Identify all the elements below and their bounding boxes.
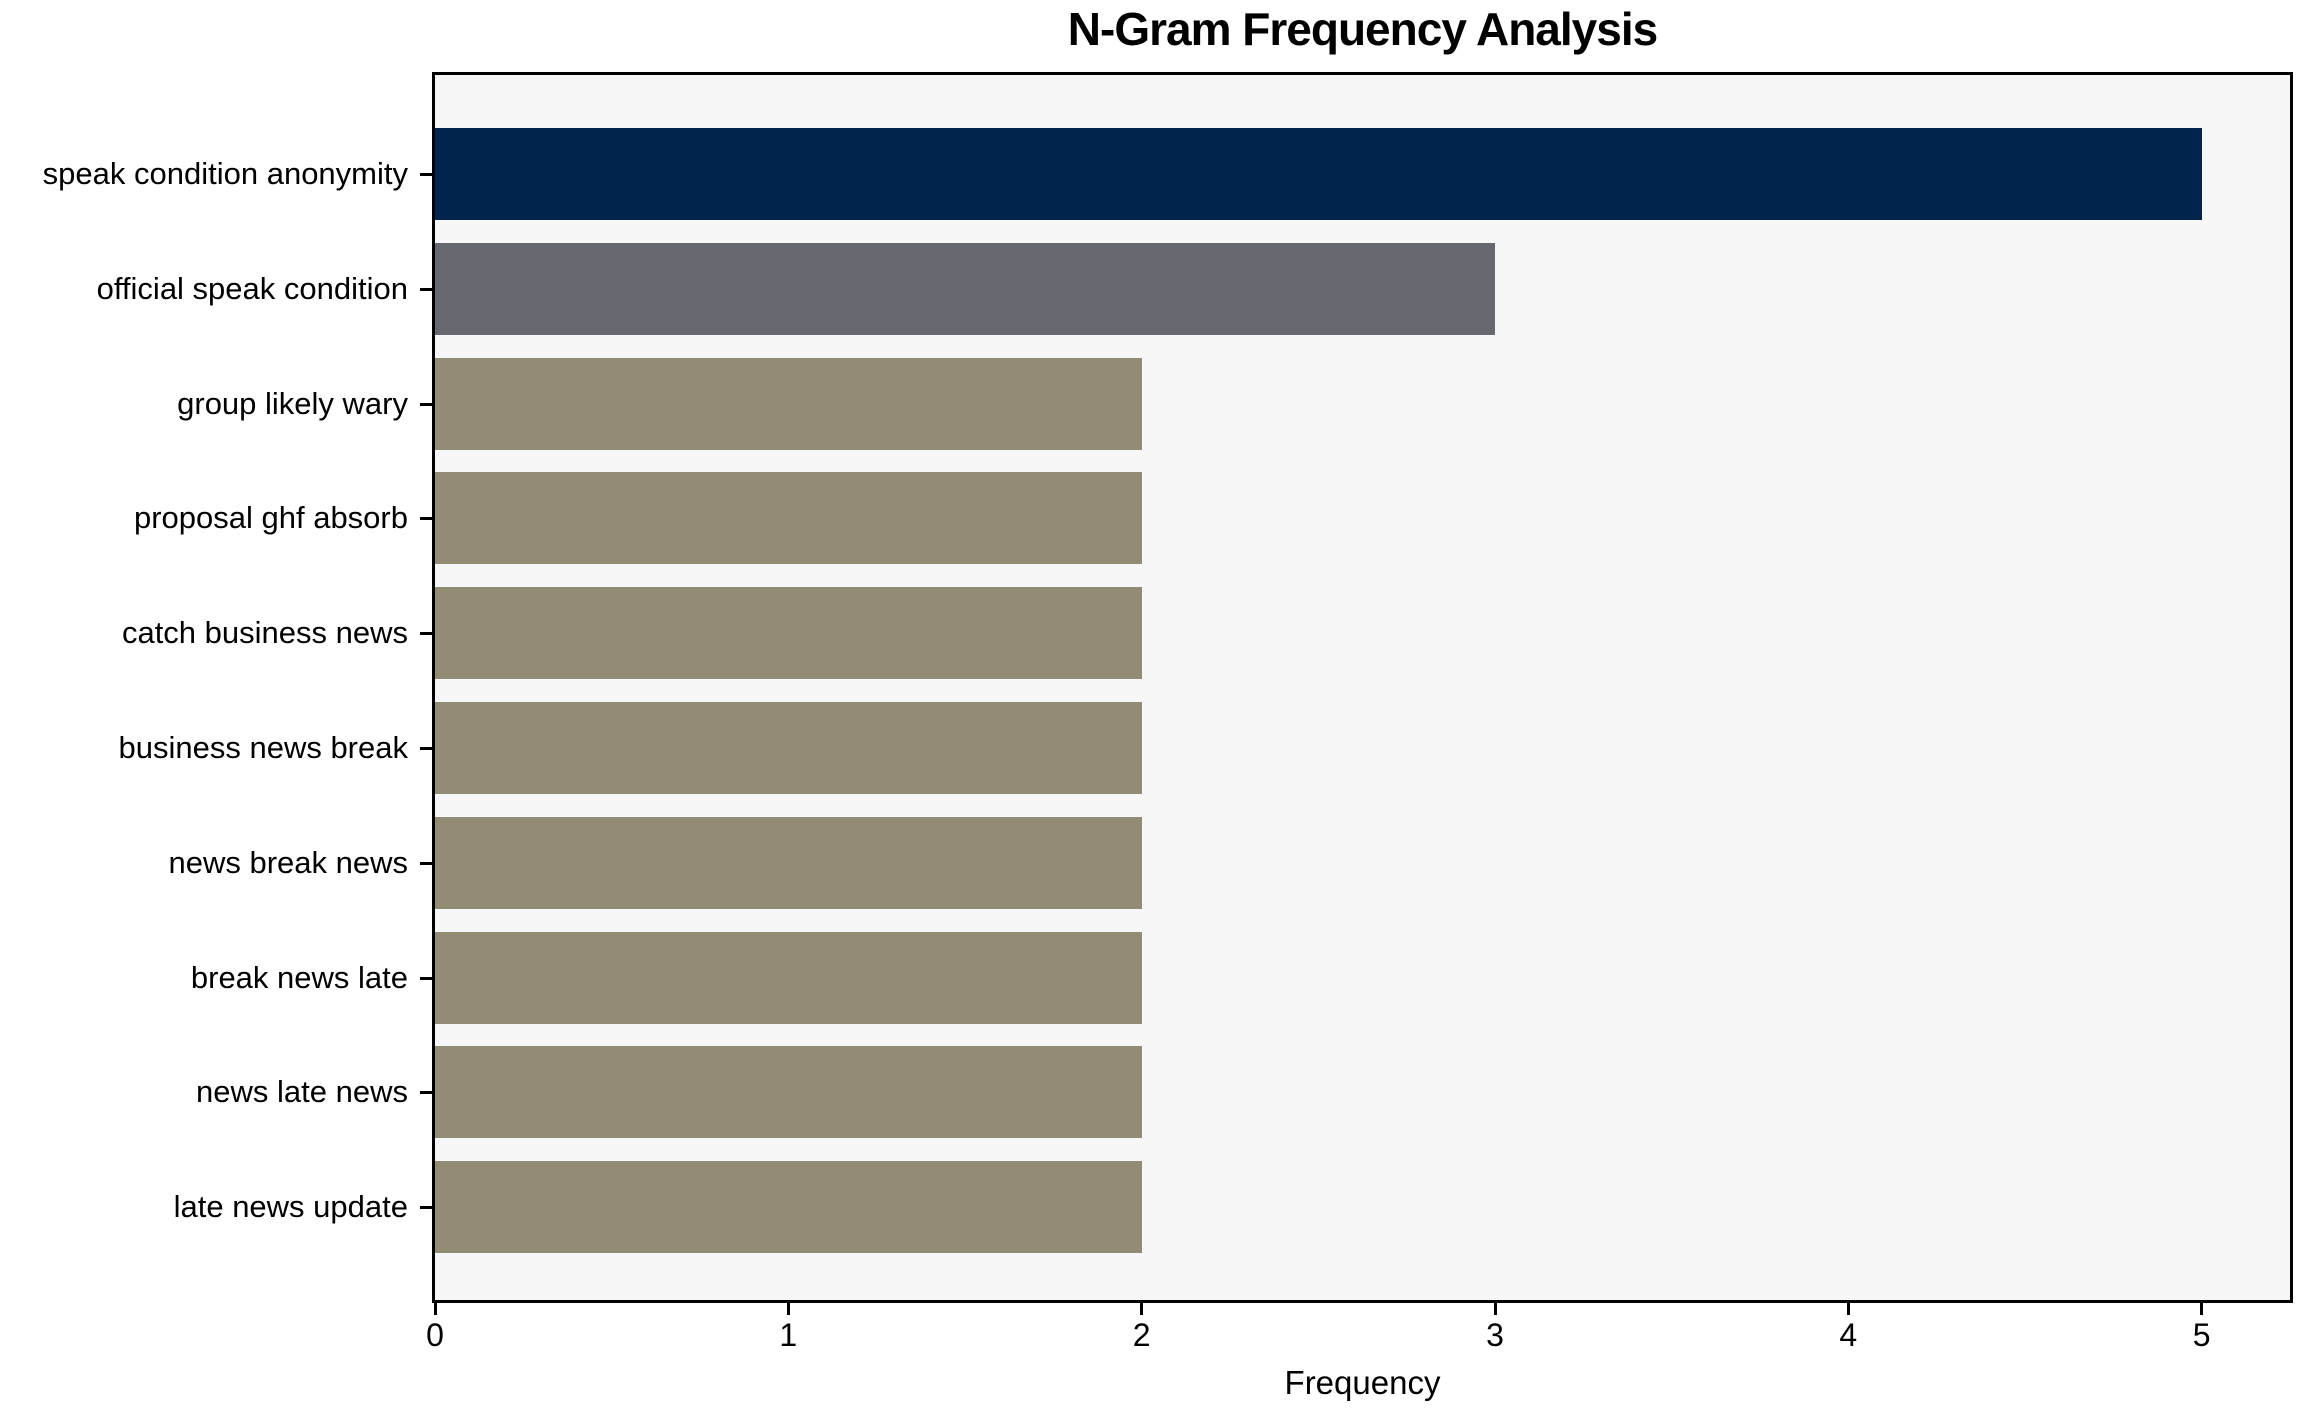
bar-news-break-news	[435, 816, 1142, 909]
x-tick-mark	[2200, 1303, 2204, 1315]
bar-break-news-late	[435, 931, 1142, 1024]
bar-late-news-update	[435, 1161, 1142, 1254]
y-tick-label: group likely wary	[177, 385, 408, 421]
bar-business-news-break	[435, 702, 1142, 794]
y-tick-mark	[420, 632, 432, 636]
bar-group-likely-wary	[435, 357, 1142, 450]
y-tick-mark	[420, 1091, 432, 1095]
x-tick-mark	[786, 1303, 790, 1315]
y-tick-label: official speak condition	[96, 270, 408, 306]
x-tick-mark	[1493, 1303, 1497, 1315]
x-tick-label: 5	[2192, 1317, 2211, 1353]
y-tick-label: late news update	[173, 1189, 408, 1225]
y-axis-labels: speak condition anonymity official speak …	[0, 72, 408, 1303]
y-tick-mark	[420, 173, 432, 176]
x-tick-mark	[433, 1303, 437, 1315]
x-tick-label: 1	[779, 1317, 798, 1353]
y-tick-label: proposal ghf absorb	[133, 500, 408, 536]
bar-speak-condition-anonymity	[435, 128, 2202, 220]
y-tick-mark	[420, 1206, 432, 1210]
chart-title: N-Gram Frequency Analysis	[1067, 3, 1658, 55]
y-tick-label: news late news	[196, 1074, 408, 1110]
x-tick-label: 3	[1486, 1317, 1504, 1353]
bar-proposal-ghf-absorb	[435, 472, 1142, 565]
y-tick-mark	[420, 287, 432, 291]
y-tick-label: speak condition anonymity	[42, 156, 408, 191]
plot-area	[432, 72, 2293, 1303]
bar-news-late-news	[435, 1046, 1142, 1139]
y-tick-mark	[420, 517, 432, 521]
x-tick-label: 4	[1839, 1317, 1858, 1353]
y-tick-mark	[420, 402, 432, 406]
x-tick-mark	[1140, 1303, 1144, 1315]
y-tick-mark	[420, 976, 432, 980]
x-tick-mark	[1846, 1303, 1850, 1315]
bar-catch-business-news	[435, 587, 1142, 680]
x-tick-label: 0	[426, 1317, 444, 1353]
x-tick-label: 2	[1132, 1317, 1151, 1353]
y-tick-label: catch business news	[121, 615, 408, 651]
y-tick-label: business news break	[118, 730, 409, 765]
y-tick-mark	[420, 747, 432, 750]
y-tick-label: break news late	[190, 959, 408, 995]
bar-official-speak-condition	[435, 242, 1495, 335]
x-axis-label: Frequency	[1284, 1364, 1441, 1401]
y-tick-mark	[420, 861, 432, 865]
y-tick-label: news break news	[168, 844, 408, 880]
